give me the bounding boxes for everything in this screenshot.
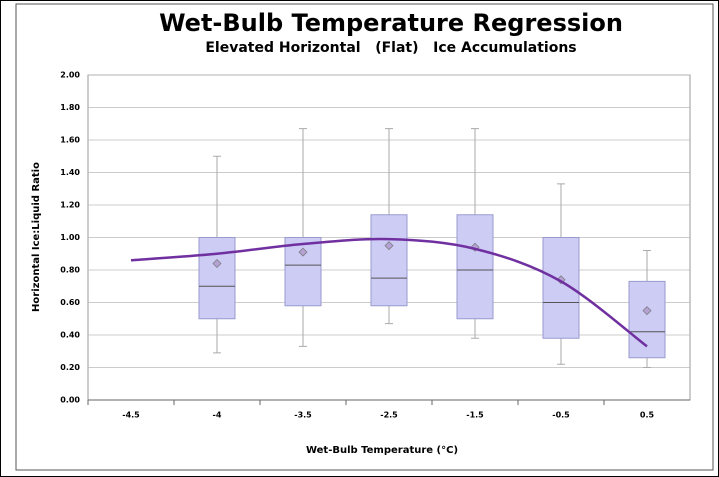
y-tick-label: 2.00 [60,71,80,80]
y-tick-label: 0.80 [60,266,80,275]
x-tick-label: -0.5 [552,411,570,420]
y-tick-label: 1.20 [60,201,80,210]
regression-line [130,237,648,348]
box [456,214,494,320]
y-tick-label: 0.20 [60,363,80,372]
mean-marker [642,306,652,316]
x-axis-label: Wet-Bulb Temperature (°C) [306,445,458,456]
x-tick-label: -4 [213,411,222,420]
x-tick-label: -1.5 [466,411,484,420]
y-tick-label: 1.80 [60,103,80,112]
chart-border [15,3,714,471]
y-tick-label: 0.40 [60,331,80,340]
y-tick-label: 1.40 [60,168,80,177]
chart-subtitle: Elevated Horizontal (Flat) Ice Accumulat… [205,40,576,56]
x-tick-label: -3.5 [294,411,312,420]
x-tick-label: 0.5 [640,411,655,420]
y-tick-label: 1.00 [60,233,80,242]
y-tick-label: 1.60 [60,136,80,145]
y-tick-label: 0.60 [60,298,80,307]
mean-marker [298,247,308,257]
box [198,237,236,320]
x-tick-label: -2.5 [380,411,398,420]
y-axis-label: Horizontal Ice:Liquid Ratio [31,162,42,312]
x-tick-label: -4.5 [122,411,140,420]
mean-marker [212,259,222,268]
chart-title: Wet-Bulb Temperature Regression [159,9,623,37]
mean-marker [384,241,394,251]
box [370,214,408,307]
y-tick-label: 0.00 [60,396,80,405]
